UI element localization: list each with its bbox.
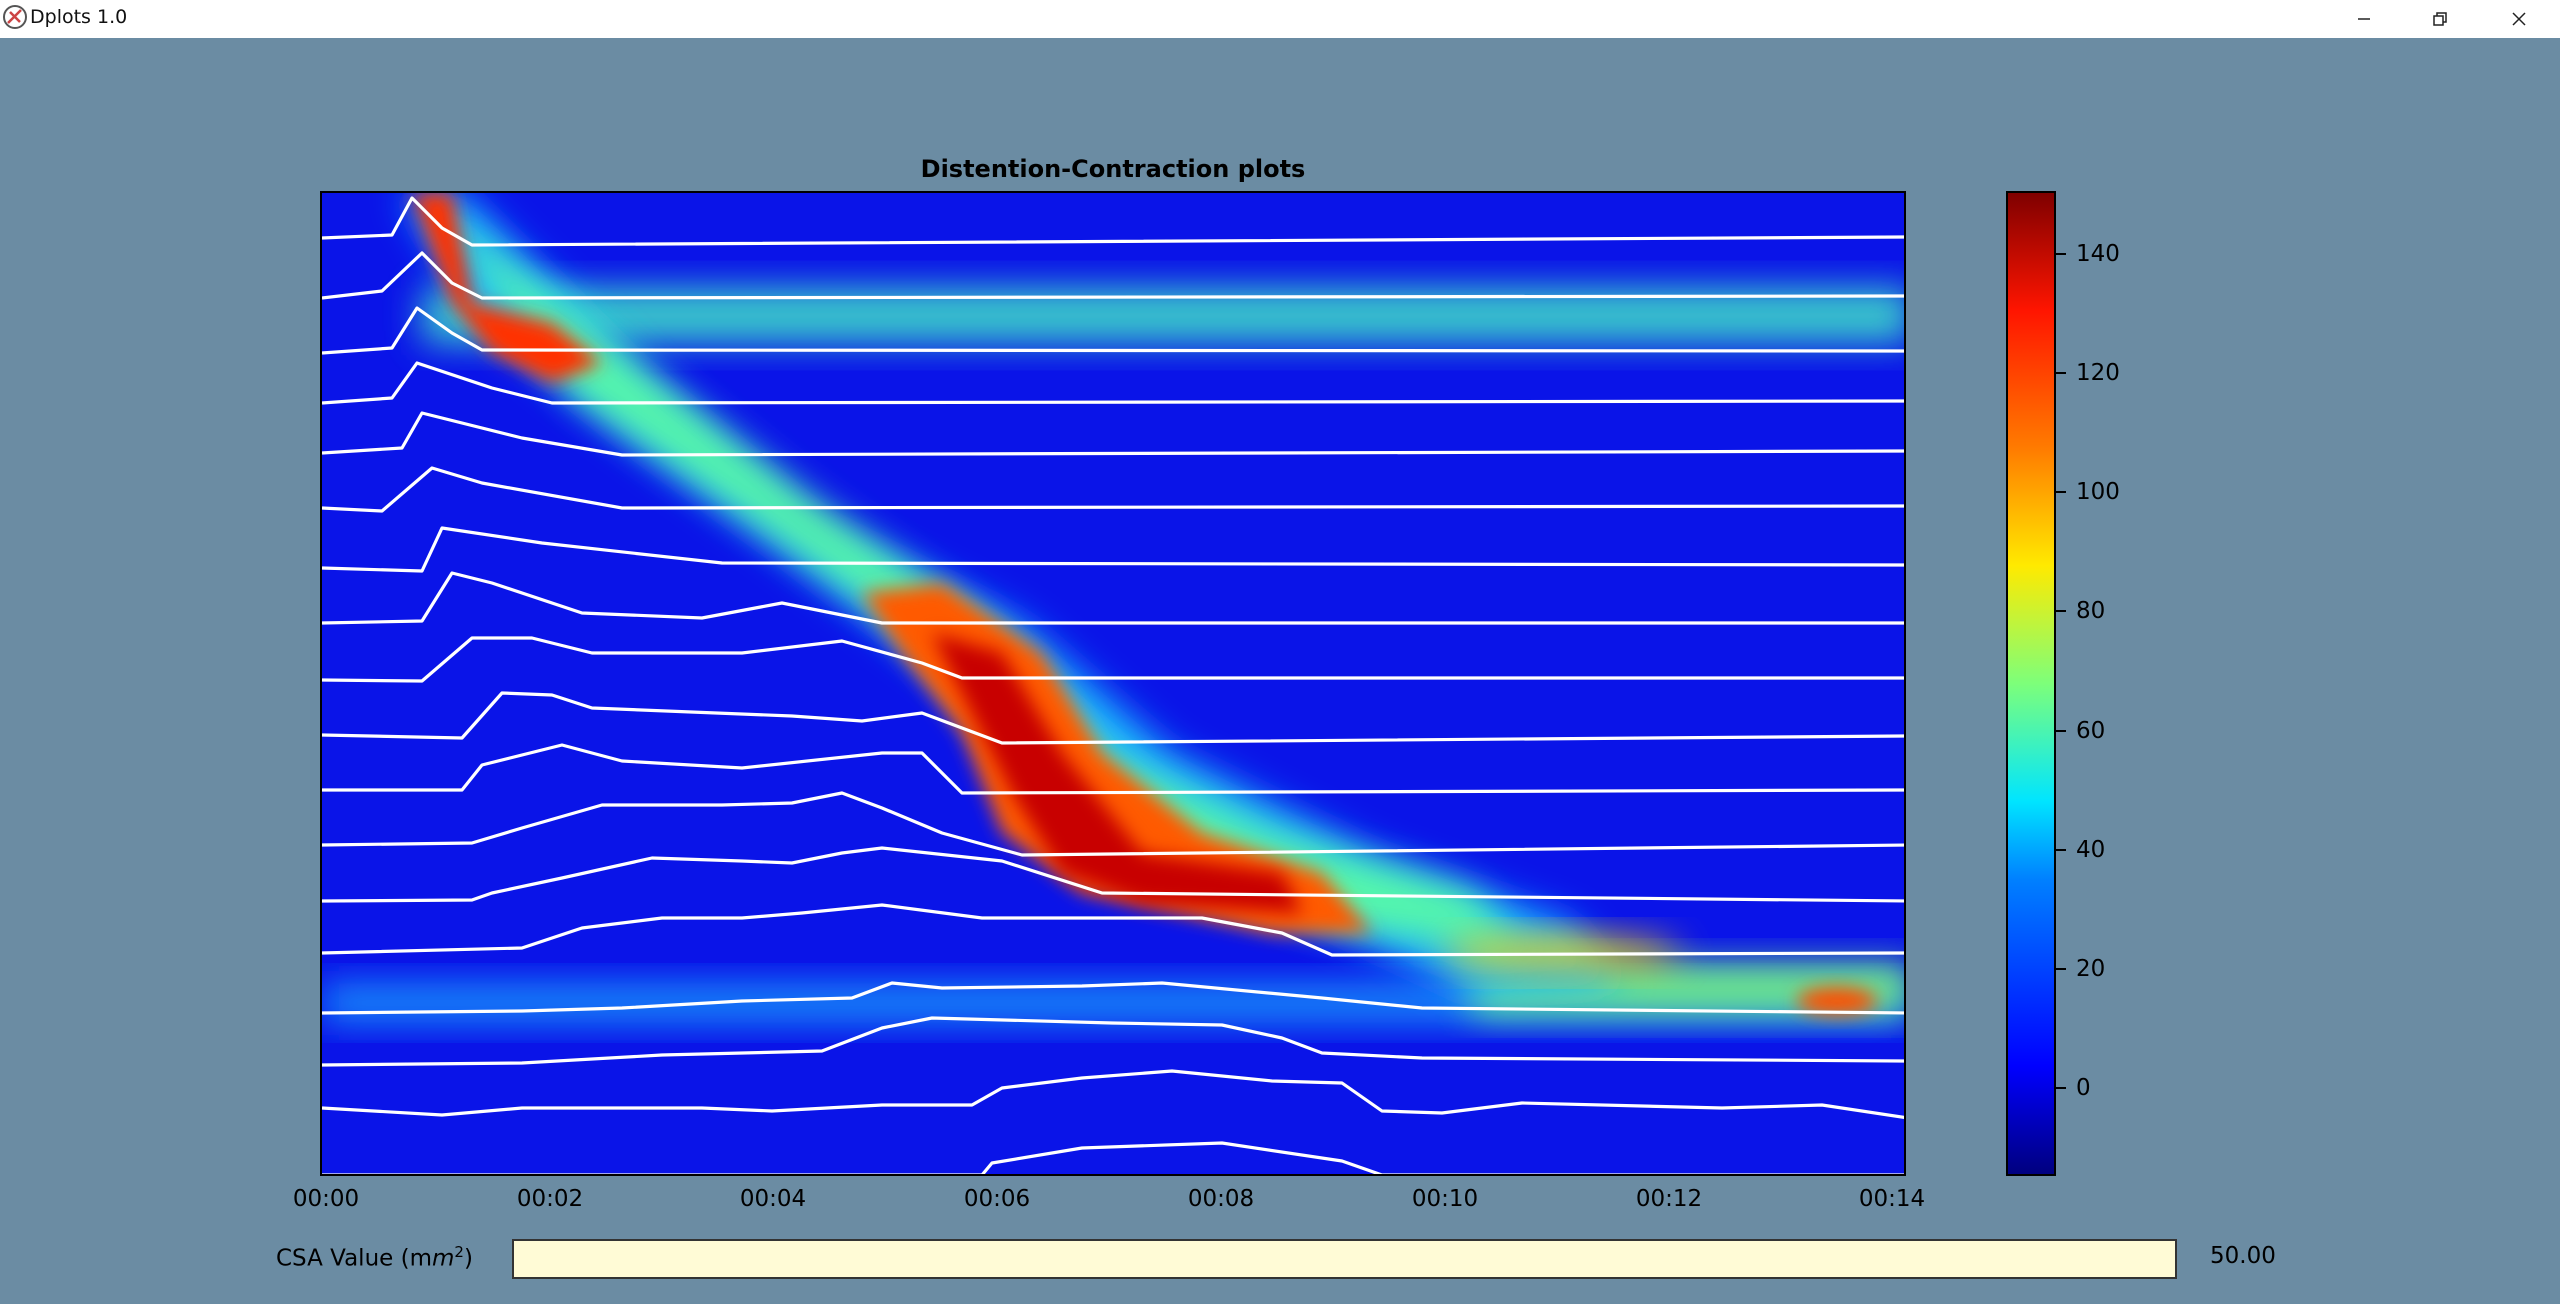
csa-label-sup: 2 <box>454 1243 464 1261</box>
colorbar-label: 140 <box>2076 241 2120 267</box>
csa-slider[interactable] <box>512 1239 2177 1279</box>
colorbar-label: 0 <box>2076 1075 2091 1101</box>
x-tick-label: 00:04 <box>739 1186 807 1212</box>
heatmap-field <box>322 193 1904 1023</box>
minimize-button[interactable] <box>2327 0 2401 38</box>
csa-value: 50.00 <box>2210 1243 2276 1269</box>
pressure-traces <box>322 196 1904 1174</box>
x-tick-label: 00:10 <box>1411 1186 1479 1212</box>
x-tick-label: 00:08 <box>1187 1186 1255 1212</box>
colorbar-tick <box>2056 491 2066 493</box>
colorbar-label: 80 <box>2076 598 2106 624</box>
restore-icon <box>2433 12 2447 26</box>
colorbar-label: 120 <box>2076 360 2120 386</box>
title-bar: Dplots 1.0 <box>0 0 2560 38</box>
x-tick-label: 00:00 <box>292 1186 360 1212</box>
colorbar <box>2006 191 2056 1176</box>
colorbar-label: 20 <box>2076 956 2106 982</box>
app-icon <box>3 5 27 29</box>
csa-label-prefix: CSA Value (m <box>276 1245 432 1272</box>
colorbar-tick <box>2056 253 2066 255</box>
restore-button[interactable] <box>2403 0 2477 38</box>
colorbar-label: 100 <box>2076 479 2120 505</box>
colorbar-tick <box>2056 849 2066 851</box>
heatmap-plot[interactable] <box>320 191 1906 1176</box>
colorbar-tick <box>2056 1087 2066 1089</box>
x-tick-label: 00:02 <box>516 1186 584 1212</box>
colorbar-tick <box>2056 730 2066 732</box>
x-tick-label: 00:06 <box>963 1186 1031 1212</box>
heatmap-svg <box>322 193 1904 1174</box>
csa-label: CSA Value (mm2) <box>276 1243 473 1272</box>
colorbar-tick <box>2056 610 2066 612</box>
colorbar-label: 60 <box>2076 718 2106 744</box>
x-tick-label: 00:14 <box>1858 1186 1926 1212</box>
csa-label-unit: m <box>431 1245 455 1272</box>
close-button[interactable] <box>2482 0 2556 38</box>
window-title: Dplots 1.0 <box>30 6 128 28</box>
minimize-icon <box>2358 18 2370 20</box>
plot-title: Distention-Contraction plots <box>920 155 1306 183</box>
close-icon <box>2512 12 2526 26</box>
x-tick-label: 00:12 <box>1635 1186 1703 1212</box>
colorbar-label: 40 <box>2076 837 2106 863</box>
colorbar-tick <box>2056 968 2066 970</box>
csa-label-suffix: ) <box>463 1245 473 1272</box>
colorbar-tick <box>2056 372 2066 374</box>
